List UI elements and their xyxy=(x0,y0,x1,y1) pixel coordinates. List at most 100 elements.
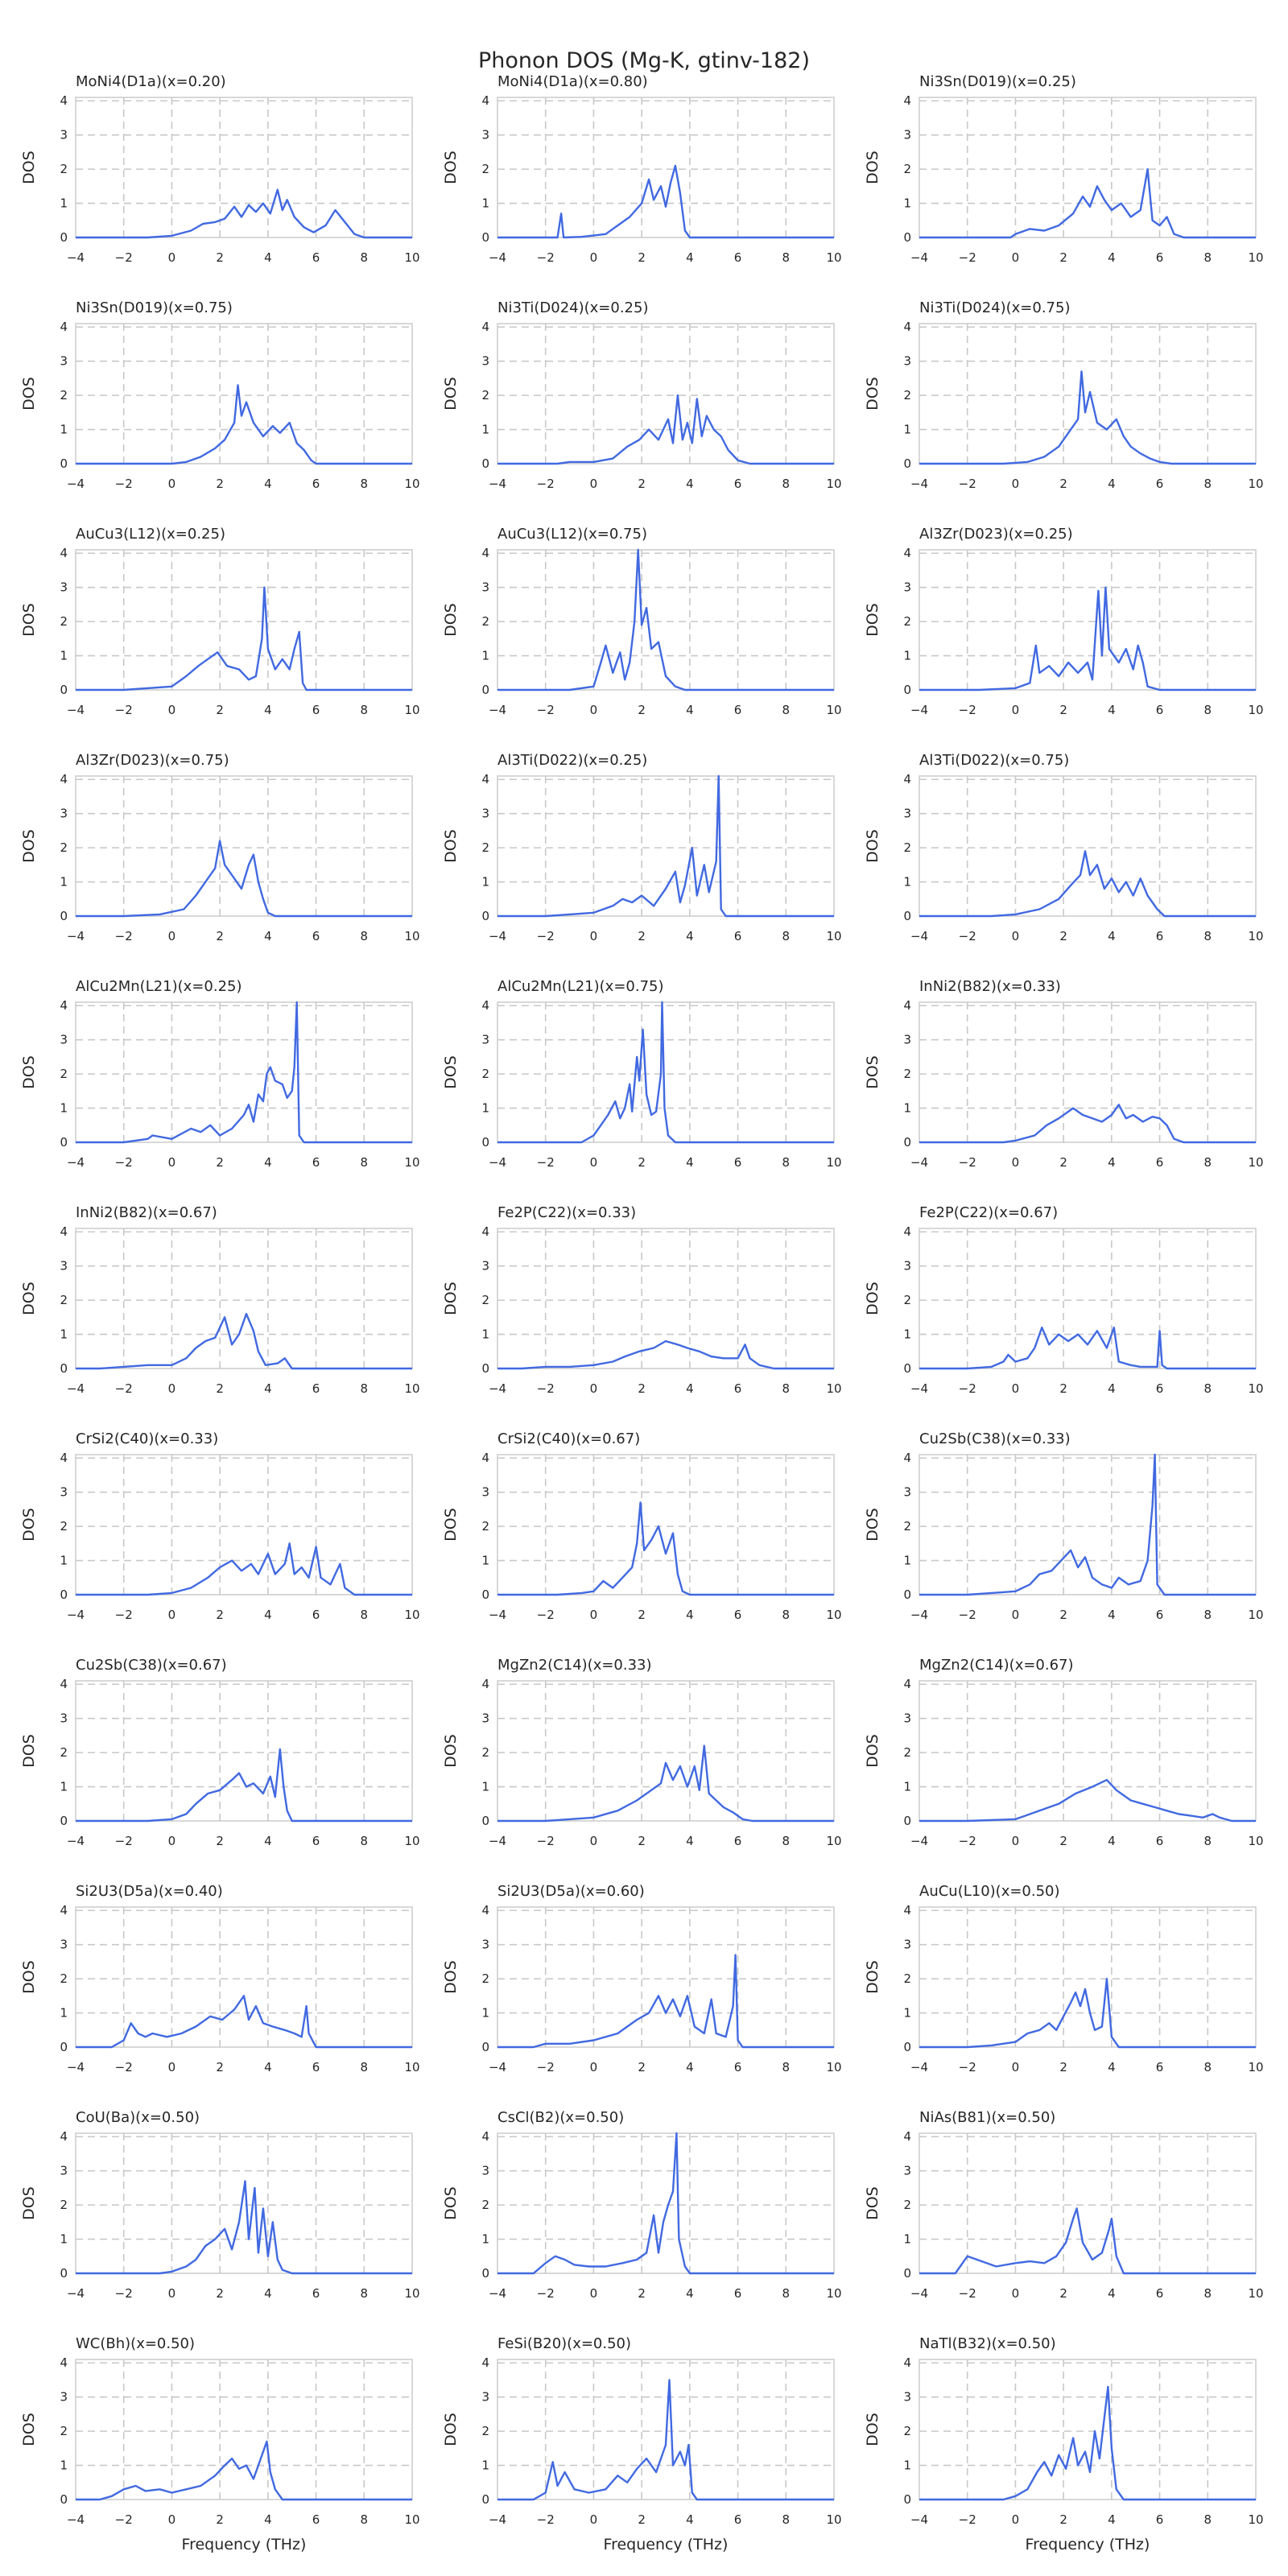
dos-panel: −4 −2 0 2 4 6 8 10 0 1 2 3 4 NaTl(B32)(x=0.50) DOS Freq… xyxy=(864,2335,1264,2553)
x-tick-label: 4 xyxy=(1108,1381,1116,1396)
plot-frame xyxy=(919,2359,1257,2500)
x-tick-label: 2 xyxy=(1059,1381,1067,1396)
x-tick-label: 8 xyxy=(1204,929,1212,943)
x-tick-label: 10 xyxy=(1248,929,1263,943)
y-tick-label: 4 xyxy=(481,2129,489,2144)
y-tick-label: 1 xyxy=(481,875,489,890)
x-tick-label: 6 xyxy=(734,929,742,943)
y-tick-label: 1 xyxy=(60,1554,68,1568)
x-tick-label: 10 xyxy=(404,2286,419,2301)
x-tick-label: −2 xyxy=(537,703,555,717)
y-tick-label: 2 xyxy=(60,2198,68,2212)
x-tick-label: 2 xyxy=(638,1834,646,1848)
y-tick-label: 1 xyxy=(481,2232,489,2247)
y-tick-label: 4 xyxy=(903,320,911,334)
y-axis-label: DOS xyxy=(442,1282,460,1315)
y-tick-label: 1 xyxy=(60,649,68,663)
x-tick-label: 6 xyxy=(734,2060,742,2074)
x-tick-label: −2 xyxy=(537,1155,555,1170)
x-tick-label: 0 xyxy=(1012,2512,1020,2527)
x-tick-label: 10 xyxy=(826,929,841,943)
y-axis-label: DOS xyxy=(442,2413,460,2446)
dos-series-line xyxy=(497,774,834,918)
plot-frame xyxy=(75,1906,413,2048)
y-axis-label: DOS xyxy=(442,1508,460,1542)
y-tick-label: 3 xyxy=(60,128,68,142)
x-tick-label: 0 xyxy=(590,477,598,491)
panel-title: Si2U3(D5a)(x=0.40) xyxy=(76,1883,223,1900)
plot-frame xyxy=(919,1228,1257,1369)
y-tick-label: 1 xyxy=(481,1101,489,1116)
y-axis-label: DOS xyxy=(864,377,881,411)
y-axis-label: DOS xyxy=(442,151,460,184)
y-tick-label: 1 xyxy=(903,649,911,663)
y-tick-label: 1 xyxy=(903,2458,911,2473)
panel-title: Cu2Sb(C38)(x=0.33) xyxy=(919,1430,1071,1447)
x-tick-label: 4 xyxy=(686,1155,694,1170)
panel-title: AlCu2Mn(L21)(x=0.75) xyxy=(497,978,664,995)
y-tick-label: 2 xyxy=(481,1971,489,1986)
dos-panel: −4 −2 0 2 4 6 8 10 0 1 2 3 4 AlCu2Mn(L21)(x=0.75) DOS xyxy=(442,978,842,1170)
x-tick-label: 6 xyxy=(1156,1608,1164,1622)
x-tick-label: 8 xyxy=(782,1834,791,1848)
plot-frame xyxy=(919,1906,1257,2048)
x-tick-label: 4 xyxy=(264,1155,272,1170)
x-tick-label: 0 xyxy=(168,477,176,491)
y-tick-label: 0 xyxy=(481,2040,489,2054)
x-tick-label: 2 xyxy=(216,1834,224,1848)
y-tick-label: 2 xyxy=(903,1067,911,1081)
panel-title: Ni3Ti(D024)(x=0.25) xyxy=(497,299,648,316)
y-tick-label: 2 xyxy=(60,1971,68,1986)
x-tick-label: 10 xyxy=(826,1608,841,1622)
dos-panel: −4 −2 0 2 4 6 8 10 0 1 2 3 4 MgZn2(C14)(x=0.33) DOS xyxy=(442,1657,842,1848)
panel-title: CrSi2(C40)(x=0.33) xyxy=(76,1430,218,1447)
figure-suptitle: Phonon DOS (Mg-K, gtinv-182) xyxy=(478,48,810,73)
x-tick-label: 8 xyxy=(1204,2286,1212,2301)
x-tick-label: 0 xyxy=(590,250,598,265)
y-tick-label: 4 xyxy=(60,1677,68,1691)
x-tick-label: 8 xyxy=(782,250,791,265)
y-tick-label: 3 xyxy=(481,1259,489,1274)
y-tick-label: 1 xyxy=(903,1780,911,1794)
x-tick-label: −4 xyxy=(67,1608,85,1622)
y-tick-label: 1 xyxy=(481,423,489,437)
x-tick-label: 2 xyxy=(216,2060,224,2074)
x-tick-label: 6 xyxy=(312,1381,320,1396)
x-tick-label: −4 xyxy=(489,2286,506,2301)
y-axis-label: DOS xyxy=(864,2186,881,2220)
x-tick-label: 4 xyxy=(686,703,694,717)
x-tick-label: 0 xyxy=(1012,929,1020,943)
y-tick-label: 3 xyxy=(60,1938,68,1952)
x-tick-label: 10 xyxy=(1248,1155,1263,1170)
y-tick-label: 0 xyxy=(903,456,911,471)
plot-frame xyxy=(919,1680,1257,1822)
y-tick-label: 0 xyxy=(903,1361,911,1376)
y-tick-label: 0 xyxy=(60,230,68,245)
panel-title: FeSi(B20)(x=0.50) xyxy=(497,2335,631,2352)
plot-frame xyxy=(919,549,1257,691)
y-tick-label: 2 xyxy=(903,2424,911,2438)
x-tick-label: −4 xyxy=(67,1381,85,1396)
y-axis-label: DOS xyxy=(442,2186,460,2220)
y-tick-label: 0 xyxy=(903,1135,911,1150)
dos-series-line xyxy=(497,394,834,465)
x-tick-label: 0 xyxy=(1012,1834,1020,1848)
x-tick-label: −4 xyxy=(910,250,928,265)
x-tick-label: −4 xyxy=(910,1834,928,1848)
dos-series-line xyxy=(497,1340,834,1370)
x-tick-label: 2 xyxy=(638,2512,646,2527)
y-tick-label: 3 xyxy=(60,807,68,821)
y-tick-label: 0 xyxy=(481,1814,489,1828)
x-tick-label: 4 xyxy=(264,929,272,943)
x-tick-label: 4 xyxy=(264,477,272,491)
x-tick-label: 2 xyxy=(216,2512,224,2527)
x-tick-label: 2 xyxy=(216,1608,224,1622)
x-tick-label: 8 xyxy=(361,2286,369,2301)
y-axis-label: DOS xyxy=(20,1734,38,1768)
x-tick-label: 6 xyxy=(734,477,742,491)
x-tick-label: −4 xyxy=(67,2060,85,2074)
y-tick-label: 2 xyxy=(903,162,911,176)
panel-title: CsCl(B2)(x=0.50) xyxy=(497,2109,624,2126)
panel-title: InNi2(B82)(x=0.67) xyxy=(76,1204,217,1221)
dos-series-line xyxy=(76,586,412,691)
